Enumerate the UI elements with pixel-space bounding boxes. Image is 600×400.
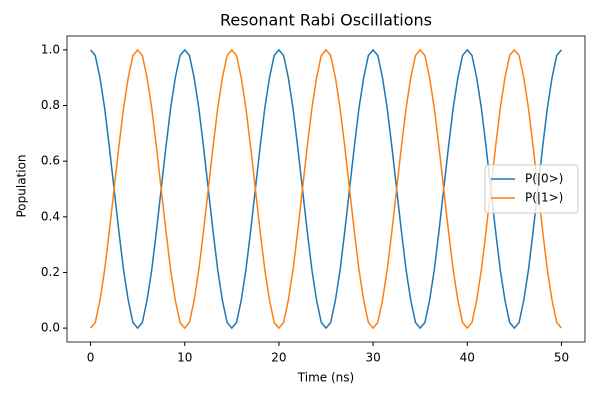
- x-tick-label: 30: [365, 351, 380, 365]
- y-tick-label: 0.0: [41, 321, 60, 335]
- x-tick-label: 10: [177, 351, 192, 365]
- x-tick-label: 0: [87, 351, 95, 365]
- y-tick-label: 1.0: [41, 42, 60, 56]
- y-tick-label: 0.6: [41, 154, 60, 168]
- y-tick-label: 0.2: [41, 265, 60, 279]
- data-line: [89, 48, 563, 330]
- legend-label: P(|0>): [525, 172, 563, 186]
- plot-frame: [66, 35, 586, 343]
- data-line: [89, 48, 563, 330]
- y-tick-label: 0.8: [41, 98, 60, 112]
- x-axis-label: Time (ns): [297, 371, 354, 385]
- chart-title: Resonant Rabi Oscillations: [220, 11, 432, 30]
- legend-label: P(|1>): [525, 191, 563, 205]
- x-tick-label: 40: [460, 351, 475, 365]
- legend-box: [484, 164, 579, 214]
- x-tick-label: 50: [554, 351, 569, 365]
- y-tick-label: 0.4: [41, 209, 60, 223]
- y-axis-label: Population: [15, 154, 29, 217]
- x-tick-label: 20: [271, 351, 286, 365]
